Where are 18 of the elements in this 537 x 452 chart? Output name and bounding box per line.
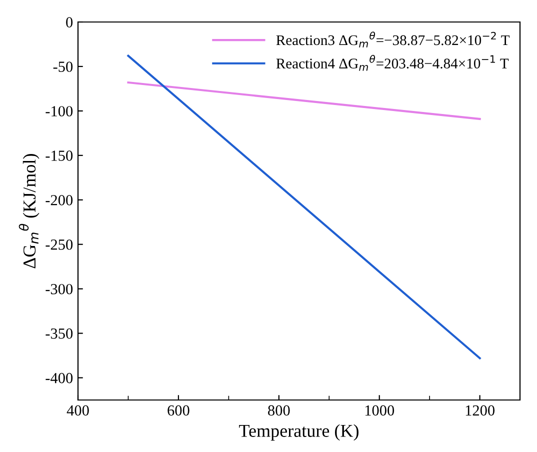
x-tick-label: 1000: [365, 405, 394, 416]
x-axis-title: Temperature (K): [239, 424, 358, 441]
y-axis-title: ΔG$_{m}$$^{θ}$ (KJ/mol): [18, 154, 40, 268]
y-tick-label: 0: [66, 17, 73, 28]
y-tick-label: -300: [46, 284, 73, 294]
x-tick-label: 1200: [466, 405, 495, 416]
x-tick-label: 400: [66, 405, 89, 416]
y-tick-label: -50: [53, 62, 73, 72]
y-tick-label: -400: [46, 372, 73, 384]
y-tick-label: -100: [46, 106, 73, 116]
legend-label: Reaction3 ΔG$_{m}$$^{θ}$=−38.87−5.82×10$^{−2}$ T: [276, 32, 510, 48]
legend-label: Reaction4 ΔG$_{m}$$^{θ}$=203.48−4.84×10$^{−1}$ T: [276, 54, 509, 71]
y-tick-label: -250: [46, 239, 73, 250]
y-tick-label: -150: [46, 150, 73, 161]
y-tick-label: -200: [46, 195, 73, 206]
x-tick-label: 600: [168, 405, 190, 416]
x-tick-label: 800: [268, 405, 290, 416]
y-tick-label: -350: [46, 328, 73, 339]
